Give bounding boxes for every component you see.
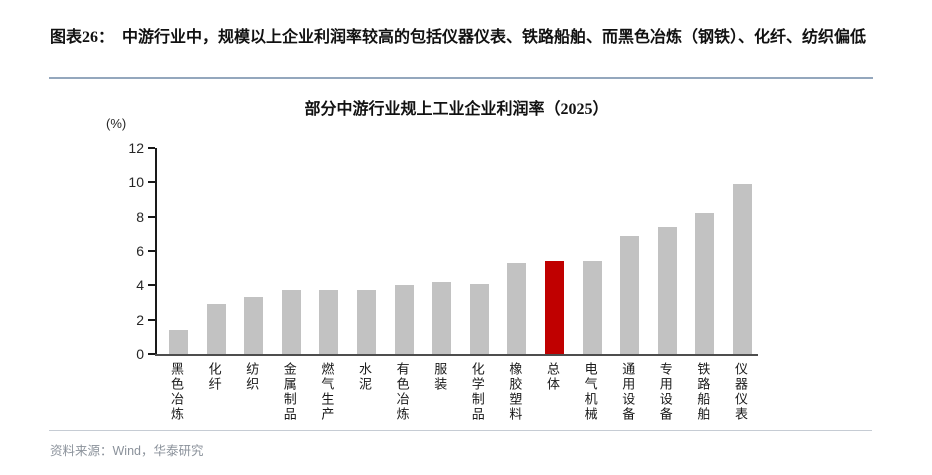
x-axis-label: 专用设备 [657,362,673,422]
x-axis-labels: 黑色冶炼 化纤 纺织 金属制品 燃气生产 水泥 有色冶炼 服装 化学制品 橡胶塑料 总体 电气机械 通用… [155,362,758,440]
y-tick-mark [148,284,155,287]
caption-divider [49,77,873,79]
y-tick-mark [148,147,155,149]
x-axis-label: 纺织 [244,362,260,392]
chart-bar-highlight [545,261,564,354]
x-axis-label: 铁路船舶 [695,362,711,422]
chart-bar [733,184,752,354]
chart-title: 部分中游行业规上工业企业利润率（2025） [304,101,609,118]
y-tick-mark [148,250,155,252]
x-axis-label: 橡胶塑料 [507,362,523,422]
y-tick-label: 4 [136,277,144,294]
x-axis-label: 仪器仪表 [733,362,748,422]
chart-bar [244,297,264,354]
y-tick-label: 0 [136,346,144,362]
x-axis-label: 化学制品 [469,362,485,422]
chart-bar [582,261,602,354]
x-axis-label: 黑色冶炼 [169,362,184,422]
chart-bar [319,290,339,354]
chart-bar [394,285,414,354]
y-tick-mark [148,353,155,355]
chart-bar [281,290,301,354]
x-axis-label: 金属制品 [281,362,297,422]
y-tick-label: 2 [136,311,144,328]
x-axis-label: 化纤 [206,362,222,392]
chart-bar [432,281,452,354]
chart-bar [695,213,715,354]
figure-caption: 图表26： 中游行业中，规模以上企业利润率较高的包括仪器仪表、铁路船舶、而黑色冶… [50,29,867,46]
chart-bar [469,283,489,354]
chart-bar [206,304,226,354]
y-tick-label: 12 [128,140,144,156]
chart-bar [657,226,677,354]
source-divider [49,430,872,431]
x-axis-label: 水泥 [357,362,372,392]
chart-bar [357,290,376,354]
x-axis-label: 电气机械 [582,362,598,422]
chart-bar [620,235,640,354]
y-tick-label: 6 [136,243,144,259]
x-axis-label: 燃气生产 [319,362,335,422]
chart-bar [507,263,527,354]
x-axis-label: 总体 [545,362,560,392]
y-tick-label: 8 [136,208,144,225]
y-tick-label: 10 [128,174,144,191]
y-tick-mark [148,318,155,321]
x-axis-label: 服装 [432,362,448,392]
plot-area: 0 2 4 6 8 10 12 [128,141,758,361]
x-axis-label: 有色冶炼 [394,362,410,422]
y-axis-unit-label: (%) [106,116,127,131]
x-axis-line [155,354,758,356]
y-tick-mark [148,181,155,184]
chart-bar [169,329,188,354]
source-note: 资料来源：Wind，华泰研究 [50,444,204,458]
x-axis-label: 通用设备 [620,362,636,422]
y-tick-mark [148,215,155,218]
